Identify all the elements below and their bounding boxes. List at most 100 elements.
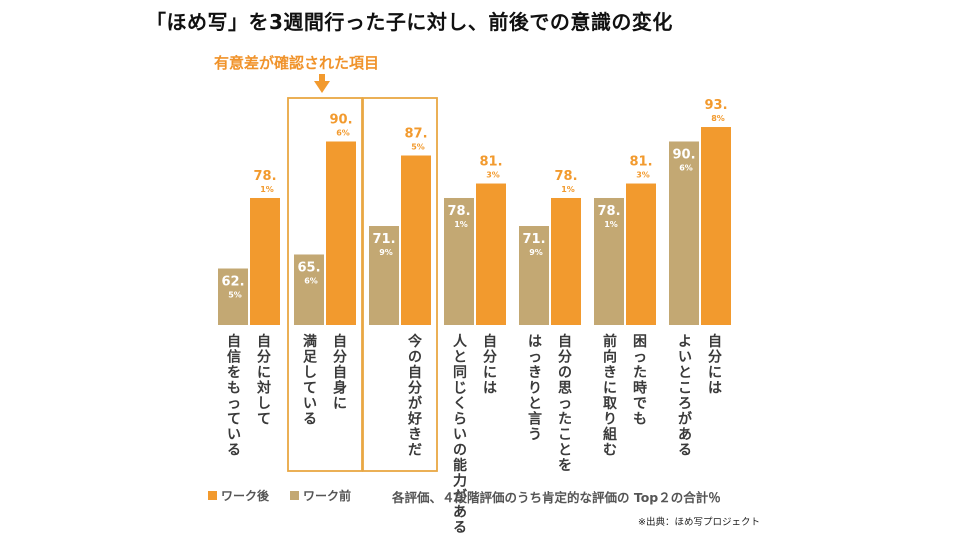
value-label-before-2-decimal: 6% xyxy=(304,276,318,285)
category-2-col2-char: る xyxy=(303,412,317,428)
category-4-col1-char: 分 xyxy=(483,350,497,366)
legend-after: ワーク後 xyxy=(208,487,269,504)
category-5-col2-char: り xyxy=(528,381,542,397)
category-4-col2-char: が xyxy=(453,488,468,505)
category-2-col2-char: い xyxy=(303,396,317,412)
value-label-after-6-decimal: 3% xyxy=(636,171,650,180)
category-4-col1-char: に xyxy=(483,365,497,381)
scoring-note: 各評価、４段階評価のうち肯定的な評価の Top２の合計％ xyxy=(392,490,721,505)
category-1-col1-char: 自 xyxy=(257,333,271,350)
category-7-col1-char: 分 xyxy=(708,350,722,366)
category-3-col1-char: だ xyxy=(408,443,422,459)
bar-before-4 xyxy=(444,197,474,325)
category-2-col2-char: 足 xyxy=(303,350,318,366)
category-7-col1-char: に xyxy=(708,365,722,381)
significance-box-3 xyxy=(362,97,438,472)
category-7-col2-char: る xyxy=(678,443,692,459)
category-6-col2-char: 取 xyxy=(603,396,618,412)
category-4-col2-char: と xyxy=(453,350,467,366)
category-1-col1-char: 分 xyxy=(257,350,271,366)
category-4-col2-char: い xyxy=(453,427,467,443)
category-3-col1-char: が xyxy=(408,395,423,412)
category-5-col1-char: の xyxy=(558,365,572,381)
category-2-col1-char: 自 xyxy=(333,333,347,350)
category-6-col1-char: た xyxy=(633,365,647,381)
category-1-col2-char: 自 xyxy=(227,333,241,350)
category-2-col2-char: 満 xyxy=(303,333,317,350)
category-4-col2-char: 能 xyxy=(453,457,467,474)
category-5-col1-char: 思 xyxy=(558,381,572,397)
bar-after-7 xyxy=(701,127,731,325)
bar-after-3 xyxy=(401,155,431,325)
value-label-after-5-main: 78. xyxy=(554,169,577,184)
legend-before-swatch xyxy=(290,491,299,500)
legend-after-swatch xyxy=(208,491,217,500)
category-7-col2-char: よ xyxy=(678,334,692,350)
category-4-col2-char: く xyxy=(453,396,467,412)
category-1-col2-char: も xyxy=(227,381,241,397)
category-7-col2-char: が xyxy=(678,411,693,428)
value-label-after-1-decimal: 1% xyxy=(260,185,274,194)
category-5-col1-char: を xyxy=(558,458,572,474)
value-label-before-7-main: 90. xyxy=(672,147,695,162)
category-6-col1-char: で xyxy=(633,396,647,412)
value-label-after-2-main: 90. xyxy=(329,112,352,127)
category-2-col1-char: 自 xyxy=(333,364,347,381)
value-label-before-4-decimal: 1% xyxy=(454,220,468,229)
value-label-before-4-main: 78. xyxy=(447,204,470,219)
category-1-col2-char: っ xyxy=(227,396,241,412)
value-label-after-3-main: 87. xyxy=(404,127,427,142)
category-5-col1-char: と xyxy=(558,443,572,459)
category-6-col2-char: 向 xyxy=(603,349,617,366)
category-5-col1-char: っ xyxy=(558,396,572,412)
value-label-before-7-decimal: 6% xyxy=(679,163,693,172)
category-7-col1-char: は xyxy=(708,381,722,397)
bar-after-1 xyxy=(250,197,280,325)
category-6-col2-char: に xyxy=(603,381,617,397)
category-7-col2-char: と xyxy=(678,365,692,381)
legend-before-label: ワーク前 xyxy=(303,489,352,503)
bar-before-5 xyxy=(519,226,549,325)
category-1-col2-char: い xyxy=(227,427,241,443)
category-6-col2-char: む xyxy=(603,443,617,459)
value-label-before-1-decimal: 5% xyxy=(228,291,242,300)
category-1-col2-char: て xyxy=(227,412,241,428)
value-label-after-7-main: 93. xyxy=(704,98,727,113)
value-label-before-6-main: 78. xyxy=(597,204,620,219)
category-6-col1-char: 困 xyxy=(633,334,647,350)
category-5-col2-char: は xyxy=(528,334,542,350)
category-1-col1-char: に xyxy=(257,365,271,381)
bar-before-6 xyxy=(594,197,624,325)
category-4-col1-char: 自 xyxy=(483,333,497,350)
category-3-col1-char: き xyxy=(408,427,422,443)
category-6-col2-char: 組 xyxy=(603,426,617,443)
category-7-col2-char: あ xyxy=(678,427,692,443)
bar-before-1 xyxy=(218,268,248,325)
category-6-col2-char: り xyxy=(603,412,617,428)
category-1-col2-char: を xyxy=(227,365,241,381)
category-7-col2-char: い xyxy=(678,350,692,366)
category-2-col1-char: に xyxy=(333,396,347,412)
category-4-col2-char: 同 xyxy=(453,365,467,381)
category-2-col2-char: て xyxy=(303,381,317,397)
category-3-col1-char: 好 xyxy=(407,411,422,428)
category-1-col2-char: 信 xyxy=(227,349,241,366)
category-4-col2-char: の xyxy=(453,443,467,459)
category-2-col1-char: 分 xyxy=(333,350,347,366)
value-label-before-3-decimal: 9% xyxy=(379,248,393,257)
category-5-col2-char: っ xyxy=(528,350,542,366)
category-1-col1-char: し xyxy=(257,396,271,412)
category-6-col1-char: も xyxy=(633,412,647,428)
category-4-col1-char: は xyxy=(483,381,497,397)
category-7-col1-char: 自 xyxy=(708,333,722,350)
category-3-col1-char: 分 xyxy=(408,381,422,397)
category-4-col2-char: ら xyxy=(453,412,467,428)
category-5-col1-char: 分 xyxy=(558,350,572,366)
bar-after-2 xyxy=(326,141,356,325)
